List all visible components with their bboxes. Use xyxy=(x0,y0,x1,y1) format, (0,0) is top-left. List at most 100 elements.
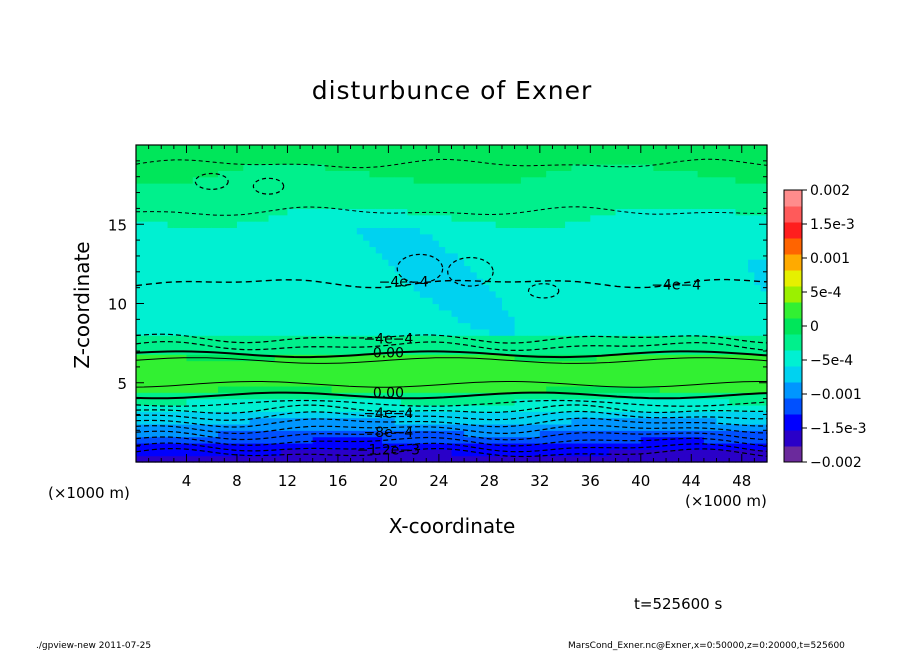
heatmap-cell xyxy=(596,417,604,425)
heatmap-cell xyxy=(281,271,289,279)
heatmap-cell xyxy=(230,240,238,248)
heatmap-cell xyxy=(236,240,244,248)
heatmap-cell xyxy=(344,373,352,381)
heatmap-cell xyxy=(678,417,686,425)
heatmap-cell xyxy=(312,335,320,343)
heatmap-cell xyxy=(407,208,415,216)
heatmap-cell xyxy=(697,404,705,412)
heatmap-cell xyxy=(161,214,169,222)
heatmap-cell xyxy=(230,366,238,374)
heatmap-cell xyxy=(325,214,333,222)
heatmap-cell xyxy=(230,195,238,203)
heatmap-cell xyxy=(161,246,169,254)
heatmap-cell xyxy=(628,341,636,349)
heatmap-cell xyxy=(192,246,200,254)
heatmap-cell xyxy=(148,442,156,450)
heatmap-cell xyxy=(306,290,314,298)
heatmap-cell xyxy=(659,208,667,216)
heatmap-cell xyxy=(571,284,579,292)
heatmap-cell xyxy=(615,151,623,159)
heatmap-cell xyxy=(186,442,194,450)
heatmap-cell xyxy=(186,309,194,317)
heatmap-cell xyxy=(230,246,238,254)
heatmap-cell xyxy=(489,183,497,190)
heatmap-cell xyxy=(653,455,661,463)
heatmap-cell xyxy=(489,392,497,400)
heatmap-cell xyxy=(337,284,345,292)
heatmap-cell xyxy=(287,392,295,400)
heatmap-cell xyxy=(287,170,295,178)
heatmap-cell xyxy=(760,297,768,305)
heatmap-cell xyxy=(741,335,749,343)
heatmap-cell xyxy=(445,392,453,400)
heatmap-cell xyxy=(590,227,598,235)
heatmap-cell xyxy=(419,164,427,171)
heatmap-cell xyxy=(281,347,289,355)
heatmap-cell xyxy=(236,335,244,343)
heatmap-cell xyxy=(748,189,755,197)
heatmap-cell xyxy=(142,227,150,235)
heatmap-cell xyxy=(464,417,472,425)
heatmap-cell xyxy=(722,157,730,165)
heatmap-cell xyxy=(432,417,440,425)
heatmap-cell xyxy=(495,284,503,292)
heatmap-cell xyxy=(565,246,572,254)
heatmap-cell xyxy=(558,284,566,292)
heatmap-cell xyxy=(192,335,200,343)
heatmap-cell xyxy=(697,290,705,298)
heatmap-cell xyxy=(281,240,289,248)
heatmap-cell xyxy=(192,183,200,190)
heatmap-cell xyxy=(142,303,150,311)
heatmap-cell xyxy=(438,455,446,463)
heatmap-cell xyxy=(514,202,522,209)
heatmap-cell xyxy=(230,347,238,355)
heatmap-cell xyxy=(419,265,427,273)
heatmap-cell xyxy=(230,151,238,159)
heatmap-cell xyxy=(312,284,320,292)
heatmap-cell xyxy=(748,442,755,450)
heatmap-cell xyxy=(647,151,655,159)
heatmap-cell xyxy=(508,404,516,412)
heatmap-cell xyxy=(659,176,667,184)
heatmap-cell xyxy=(300,303,307,311)
heatmap-cell xyxy=(722,322,730,330)
heatmap-cell xyxy=(300,373,307,381)
heatmap-cell xyxy=(666,221,673,229)
heatmap-cell xyxy=(495,265,503,273)
heatmap-cell xyxy=(255,202,263,209)
heatmap-cell xyxy=(230,202,238,209)
heatmap-cell xyxy=(401,322,408,330)
heatmap-cell xyxy=(445,436,453,444)
heatmap-cell xyxy=(647,411,655,419)
heatmap-cell xyxy=(419,246,427,254)
heatmap-cell xyxy=(729,455,737,463)
heatmap-cell xyxy=(325,157,333,165)
heatmap-cell xyxy=(457,360,465,368)
heatmap-cell xyxy=(312,189,320,197)
heatmap-cell xyxy=(703,436,711,444)
heatmap-cell xyxy=(356,297,364,305)
heatmap-cell xyxy=(413,366,421,374)
heatmap-cell xyxy=(539,290,547,298)
heatmap-cell xyxy=(678,392,686,400)
heatmap-cell xyxy=(520,170,528,178)
heatmap-cell xyxy=(382,309,389,317)
heatmap-cell xyxy=(546,278,554,286)
heatmap-cell xyxy=(344,176,352,184)
heatmap-cell xyxy=(154,455,162,463)
heatmap-cell xyxy=(691,233,699,241)
heatmap-cell xyxy=(419,455,427,463)
heatmap-cell xyxy=(312,246,320,254)
heatmap-cell xyxy=(495,379,503,387)
heatmap-cell xyxy=(602,341,610,349)
heatmap-cell xyxy=(691,442,699,450)
heatmap-cell xyxy=(741,404,749,412)
heatmap-cell xyxy=(546,430,554,438)
heatmap-cell xyxy=(457,195,465,203)
heatmap-cell xyxy=(356,278,364,286)
heatmap-cell xyxy=(527,322,535,330)
heatmap-cell xyxy=(697,297,705,305)
heatmap-cell xyxy=(337,252,345,260)
heatmap-cell xyxy=(337,265,345,273)
heatmap-cell xyxy=(211,328,219,336)
